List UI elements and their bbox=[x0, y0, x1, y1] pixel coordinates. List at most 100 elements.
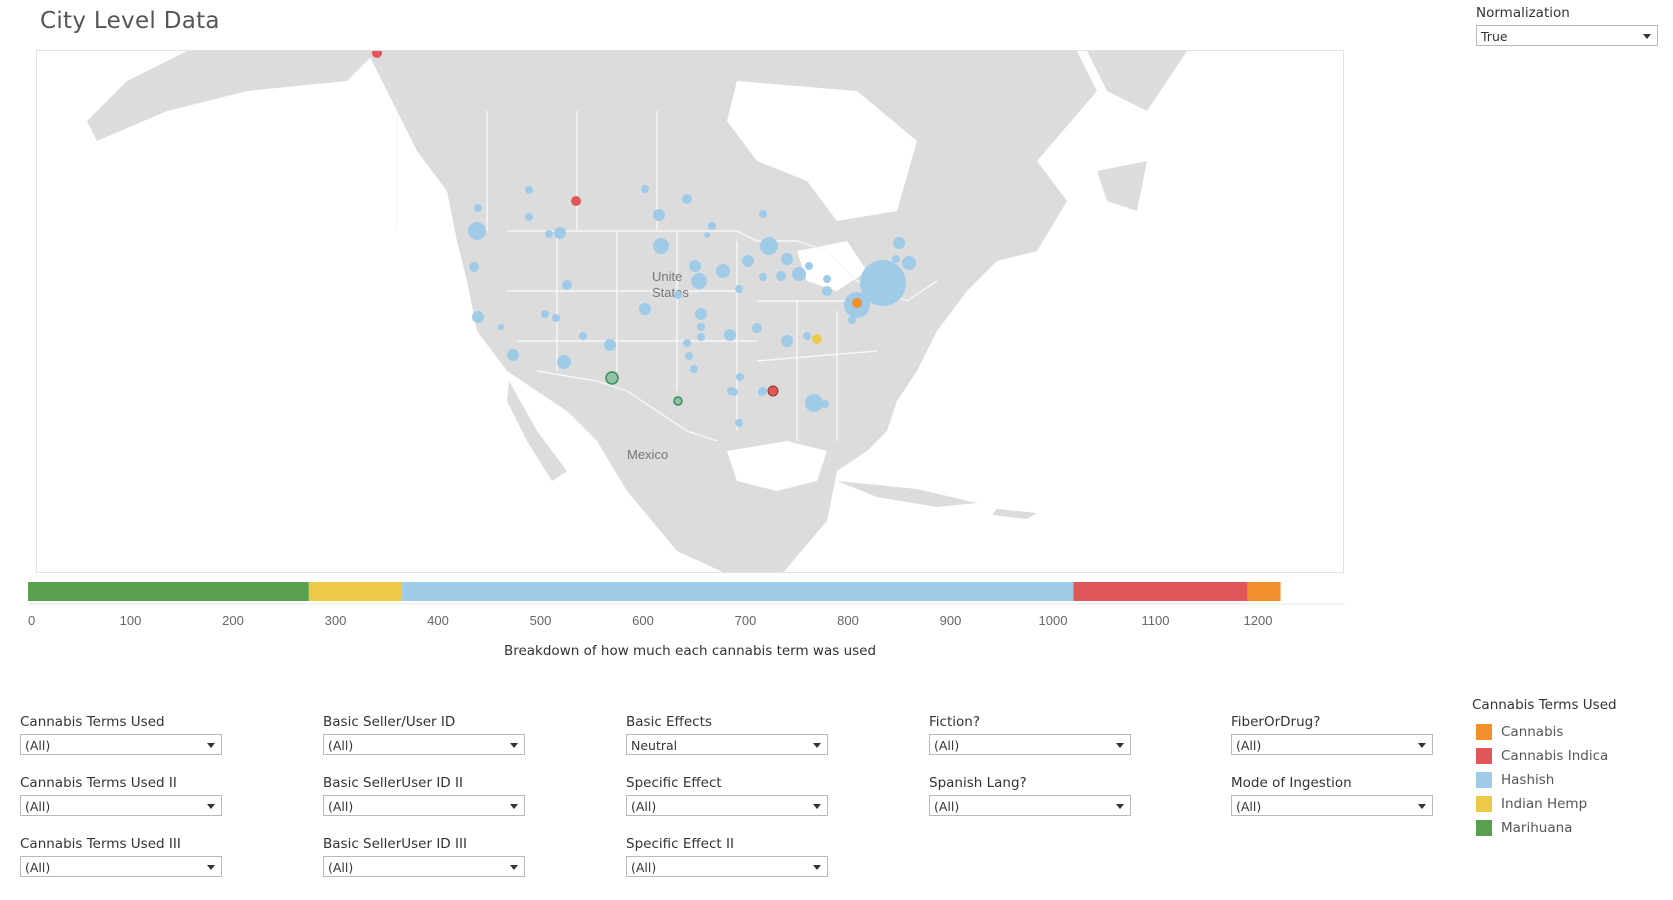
city-point[interactable] bbox=[468, 222, 486, 240]
city-point[interactable] bbox=[781, 335, 793, 347]
city-point[interactable] bbox=[472, 311, 484, 323]
city-point[interactable] bbox=[474, 204, 482, 212]
city-point[interactable] bbox=[604, 339, 616, 351]
city-point[interactable] bbox=[557, 355, 571, 369]
city-point-indian-hemp[interactable] bbox=[812, 334, 822, 344]
city-point[interactable] bbox=[469, 262, 479, 272]
filter-select[interactable]: (All) bbox=[929, 795, 1131, 816]
normalization-select[interactable]: True bbox=[1476, 25, 1658, 46]
city-point[interactable] bbox=[562, 280, 572, 290]
city-point[interactable] bbox=[892, 255, 900, 263]
legend-item[interactable]: Hashish bbox=[1472, 768, 1617, 792]
city-point[interactable] bbox=[545, 230, 553, 238]
city-point-marihuana[interactable] bbox=[673, 396, 683, 406]
city-point[interactable] bbox=[552, 314, 560, 322]
caret-down-icon bbox=[207, 743, 215, 748]
legend-item[interactable]: Cannabis Indica bbox=[1472, 744, 1617, 768]
city-point[interactable] bbox=[759, 273, 767, 281]
filter-select[interactable]: (All) bbox=[626, 795, 828, 816]
city-point[interactable] bbox=[507, 349, 519, 361]
city-point[interactable] bbox=[682, 194, 692, 204]
filter-select[interactable]: (All) bbox=[323, 795, 525, 816]
city-point[interactable] bbox=[525, 213, 533, 221]
map-canvas[interactable]: Unite States Mexico bbox=[37, 51, 1321, 573]
bar-tick-label: 800 bbox=[837, 613, 859, 628]
city-point-marihuana[interactable] bbox=[605, 371, 619, 385]
city-point[interactable] bbox=[554, 227, 566, 239]
city-point[interactable] bbox=[902, 256, 916, 270]
filter-select[interactable]: (All) bbox=[1231, 795, 1433, 816]
city-point[interactable] bbox=[805, 262, 813, 270]
filter-select[interactable]: (All) bbox=[1231, 734, 1433, 755]
city-point[interactable] bbox=[685, 352, 693, 360]
bar-tick-label: 1200 bbox=[1244, 613, 1273, 628]
city-point[interactable] bbox=[704, 232, 710, 238]
city-point[interactable] bbox=[759, 387, 767, 395]
city-point[interactable] bbox=[498, 324, 504, 330]
city-point[interactable] bbox=[742, 255, 754, 267]
city-point[interactable] bbox=[691, 273, 707, 289]
city-point[interactable] bbox=[653, 238, 669, 254]
city-point[interactable] bbox=[541, 310, 549, 318]
filter-select[interactable]: (All) bbox=[323, 734, 525, 755]
city-point[interactable] bbox=[708, 222, 716, 230]
city-point[interactable] bbox=[735, 419, 743, 427]
city-point[interactable] bbox=[716, 264, 730, 278]
city-point[interactable] bbox=[781, 253, 793, 265]
city-point[interactable] bbox=[639, 303, 651, 315]
filter-seller: Basic Seller/User ID (All) bbox=[323, 714, 525, 755]
city-point[interactable] bbox=[776, 271, 786, 281]
filter-value: (All) bbox=[328, 799, 354, 814]
city-point[interactable] bbox=[803, 332, 811, 340]
city-point[interactable] bbox=[695, 308, 707, 320]
city-point[interactable] bbox=[727, 387, 735, 395]
filter-select[interactable]: (All) bbox=[323, 856, 525, 877]
filter-select[interactable]: (All) bbox=[20, 795, 222, 816]
city-point[interactable] bbox=[848, 316, 856, 324]
city-point-cannabis[interactable] bbox=[852, 298, 862, 308]
bar-segment-indian-hemp[interactable] bbox=[308, 582, 403, 601]
city-point[interactable] bbox=[674, 291, 682, 299]
city-point[interactable] bbox=[689, 260, 701, 272]
city-point[interactable] bbox=[641, 185, 649, 193]
bar-segment-cannabis[interactable] bbox=[1247, 582, 1281, 601]
bar-segment-cannabis-indica[interactable] bbox=[1073, 582, 1248, 601]
legend-item[interactable]: Cannabis bbox=[1472, 720, 1617, 744]
city-point[interactable] bbox=[736, 373, 744, 381]
legend-item[interactable]: Indian Hemp bbox=[1472, 792, 1617, 816]
bar-segment-marihuana[interactable] bbox=[28, 582, 309, 601]
city-point[interactable] bbox=[860, 260, 906, 306]
city-point[interactable] bbox=[823, 275, 831, 283]
filter-select[interactable]: (All) bbox=[20, 856, 222, 877]
legend-item[interactable]: Marihuana bbox=[1472, 816, 1617, 840]
bar-caption: Breakdown of how much each cannabis term… bbox=[503, 643, 877, 659]
city-point[interactable] bbox=[653, 209, 665, 221]
city-point[interactable] bbox=[822, 286, 832, 296]
city-point[interactable] bbox=[821, 400, 829, 408]
city-point-cannabis-indica[interactable] bbox=[767, 385, 779, 397]
caret-down-icon bbox=[1643, 34, 1651, 39]
city-point[interactable] bbox=[697, 323, 705, 331]
city-point[interactable] bbox=[683, 339, 691, 347]
filter-label: Basic Effects bbox=[626, 714, 712, 730]
city-point[interactable] bbox=[805, 394, 823, 412]
city-point-cannabis-indica[interactable] bbox=[372, 51, 382, 58]
city-map[interactable]: Unite States Mexico bbox=[36, 50, 1344, 573]
city-point[interactable] bbox=[752, 323, 762, 333]
city-point[interactable] bbox=[690, 365, 698, 373]
city-point[interactable] bbox=[697, 333, 705, 341]
city-point[interactable] bbox=[724, 329, 736, 341]
bar-segment-hashish[interactable] bbox=[402, 582, 1074, 601]
city-point[interactable] bbox=[792, 267, 806, 281]
city-point[interactable] bbox=[760, 237, 778, 255]
filter-select[interactable]: (All) bbox=[20, 734, 222, 755]
city-point[interactable] bbox=[893, 237, 905, 249]
city-point[interactable] bbox=[525, 186, 533, 194]
city-point-cannabis-indica[interactable] bbox=[571, 196, 581, 206]
filter-select[interactable]: (All) bbox=[626, 856, 828, 877]
city-point[interactable] bbox=[759, 210, 767, 218]
filter-select[interactable]: (All) bbox=[929, 734, 1131, 755]
city-point[interactable] bbox=[579, 332, 587, 340]
filter-select[interactable]: Neutral bbox=[626, 734, 828, 755]
city-point[interactable] bbox=[735, 285, 743, 293]
